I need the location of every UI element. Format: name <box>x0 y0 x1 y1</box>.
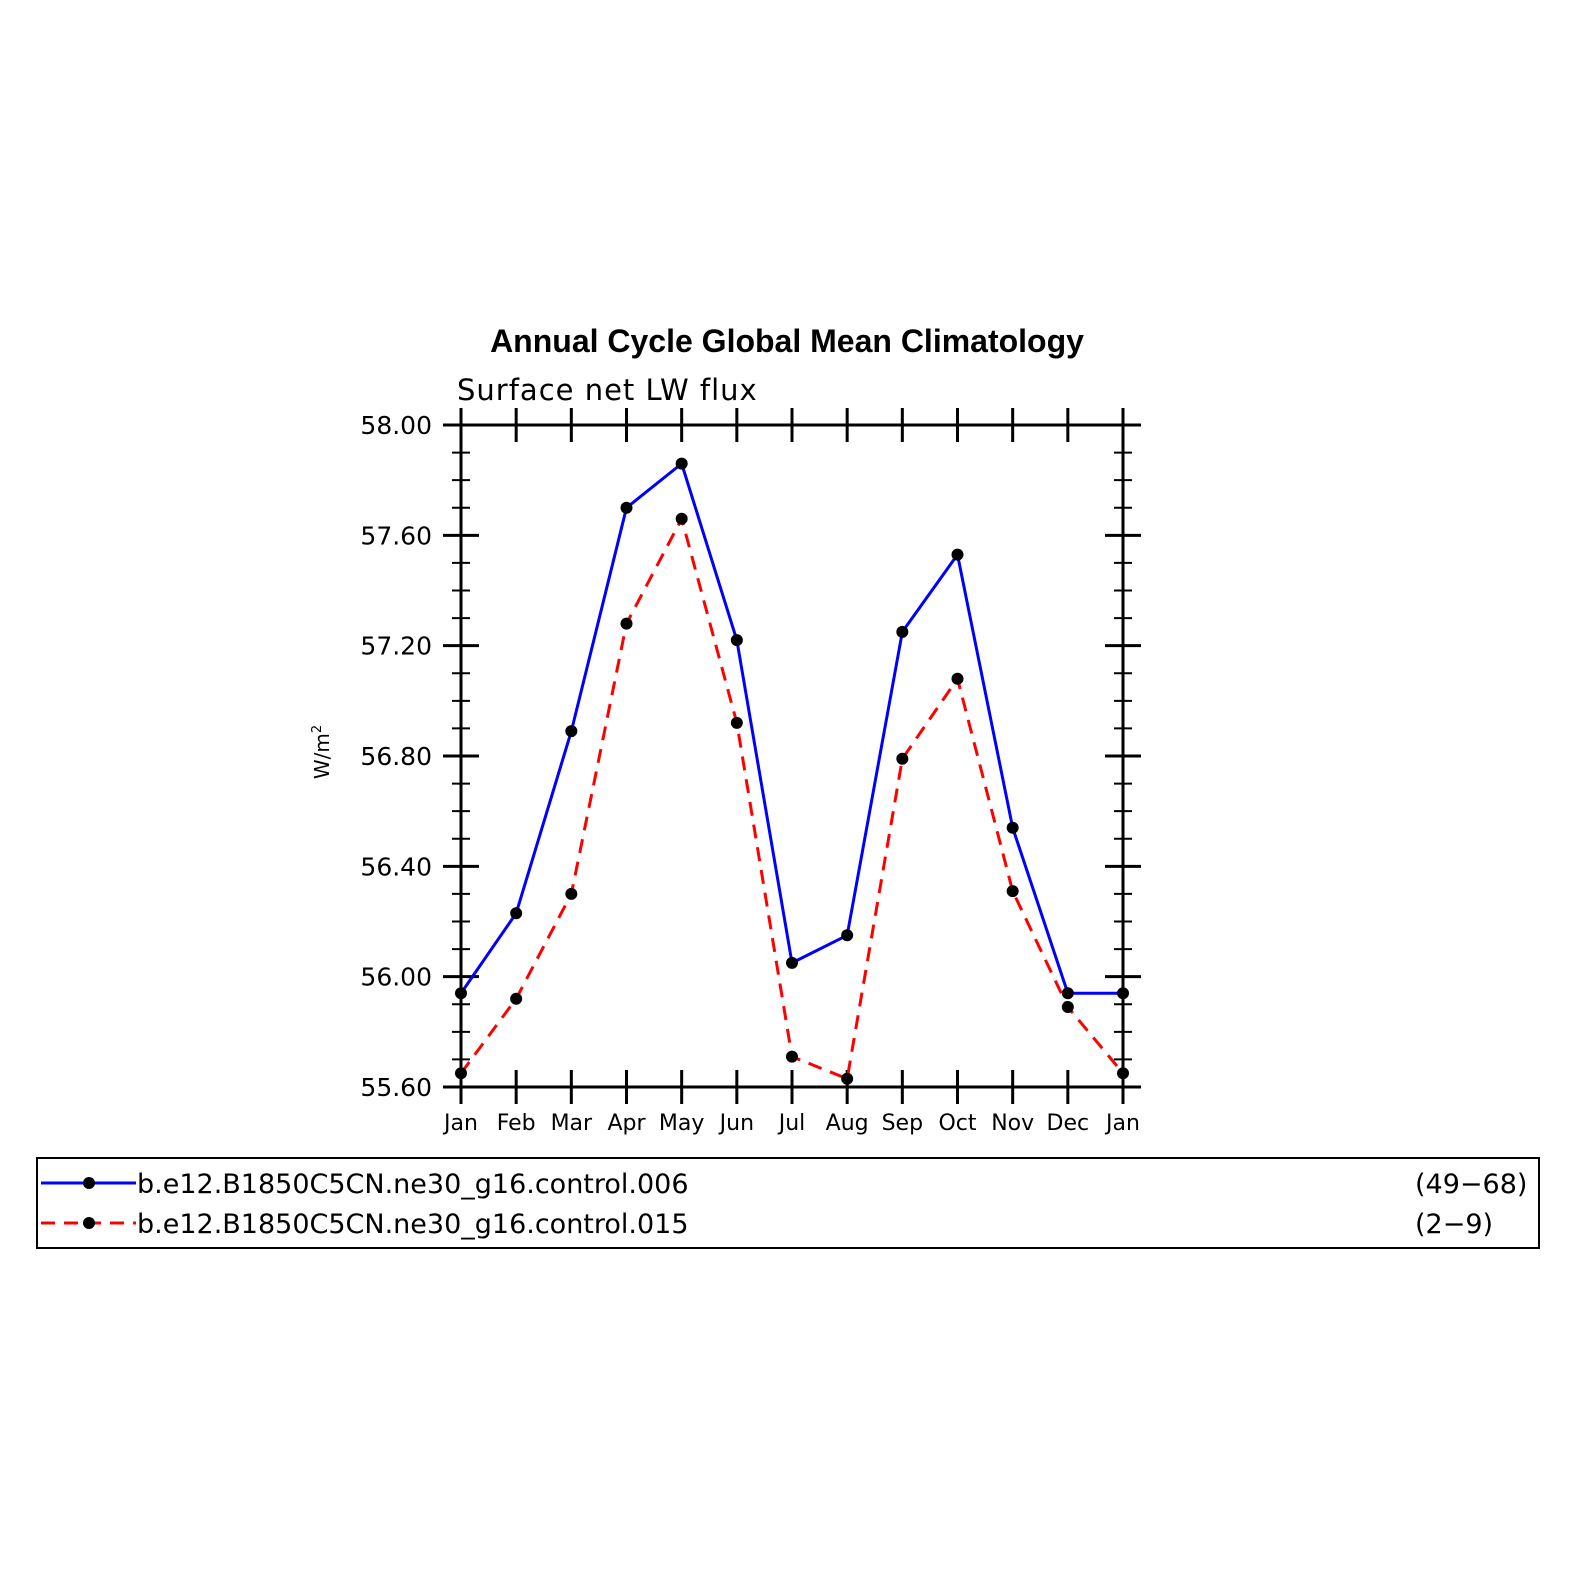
series-1-marker <box>786 956 798 969</box>
series-2-marker <box>951 672 964 685</box>
series-1-marker <box>1117 987 1129 1000</box>
y-tick-label: 56.00 <box>360 963 432 992</box>
x-tick-label: Sep <box>882 1111 923 1136</box>
series-2-marker <box>730 716 743 729</box>
series-1-marker <box>620 501 633 514</box>
x-tick-label: Oct <box>938 1111 976 1136</box>
series-2-marker <box>455 1067 467 1080</box>
series-2-marker <box>565 887 578 900</box>
series-2-marker <box>675 512 688 525</box>
legend-box <box>36 1157 1540 1249</box>
legend-marker-1 <box>83 1177 95 1189</box>
series-2-marker <box>896 752 909 765</box>
y-tick-label: 56.80 <box>360 742 432 771</box>
legend-label-1: b.e12.B1850C5CN.ne30_g16.control.006 <box>137 1169 689 1200</box>
legend-years-2: (2−9) <box>1415 1209 1493 1240</box>
series-2-marker <box>786 1050 798 1063</box>
series-1-marker <box>1061 987 1074 1000</box>
series-1-marker <box>455 987 467 1000</box>
series-1-marker <box>841 929 854 942</box>
x-tick-label: Mar <box>551 1111 593 1136</box>
chart-title: Annual Cycle Global Mean Climatology <box>490 323 1084 359</box>
series-2-marker <box>510 992 523 1005</box>
x-tick-label: Jul <box>777 1111 806 1136</box>
series-1-marker <box>951 548 964 561</box>
x-tick-label: Dec <box>1047 1111 1090 1136</box>
x-tick-label: Apr <box>607 1111 646 1136</box>
legend-marker-2 <box>83 1217 95 1229</box>
y-tick-label: 57.60 <box>360 521 432 550</box>
x-tick-label: Jan <box>442 1111 478 1136</box>
y-tick-label: 57.20 <box>360 632 432 661</box>
chart-subtitle: Surface net LW flux <box>457 373 758 407</box>
series-2-marker <box>1006 885 1019 898</box>
series-line-2 <box>459 517 1125 1081</box>
series-1-marker <box>510 907 523 920</box>
x-tick-label: May <box>659 1111 704 1136</box>
series-1-marker <box>1006 821 1019 834</box>
series-2-marker <box>620 617 633 630</box>
legend: b.e12.B1850C5CN.ne30_g16.control.006 (49−… <box>36 1157 1540 1249</box>
x-tick-label: Aug <box>826 1111 869 1136</box>
x-tick-label: Nov <box>991 1111 1034 1136</box>
legend-years-1: (49−68) <box>1415 1169 1527 1200</box>
y-tick-label: 56.40 <box>360 852 432 881</box>
series-1-marker <box>896 625 909 638</box>
series-lines <box>455 457 1129 1085</box>
series-1-marker <box>675 457 688 470</box>
series-1-marker <box>565 725 578 738</box>
y-axis-label-base: W/m <box>310 733 334 779</box>
series-2-marker <box>1061 1001 1074 1014</box>
series-1-marker <box>730 634 743 647</box>
y-tick-label: 58.00 <box>360 411 432 440</box>
y-axis-label-superscript: 2 <box>310 725 325 733</box>
axes: 55.60 56.00 56.40 56.80 57.20 57.60 58.00 Jan Fe… <box>360 408 1141 1136</box>
series-2-marker <box>841 1072 854 1085</box>
x-tick-label: Jan <box>1104 1111 1140 1136</box>
x-tick-label: Feb <box>497 1111 536 1136</box>
x-tick-label: Jun <box>718 1111 754 1136</box>
plot-frame <box>459 423 1125 1089</box>
series-2-marker <box>1117 1067 1129 1080</box>
y-axis-label: W/m2 <box>310 725 334 779</box>
y-tick-label: 55.60 <box>360 1073 432 1102</box>
legend-label-2: b.e12.B1850C5CN.ne30_g16.control.015 <box>137 1209 689 1240</box>
